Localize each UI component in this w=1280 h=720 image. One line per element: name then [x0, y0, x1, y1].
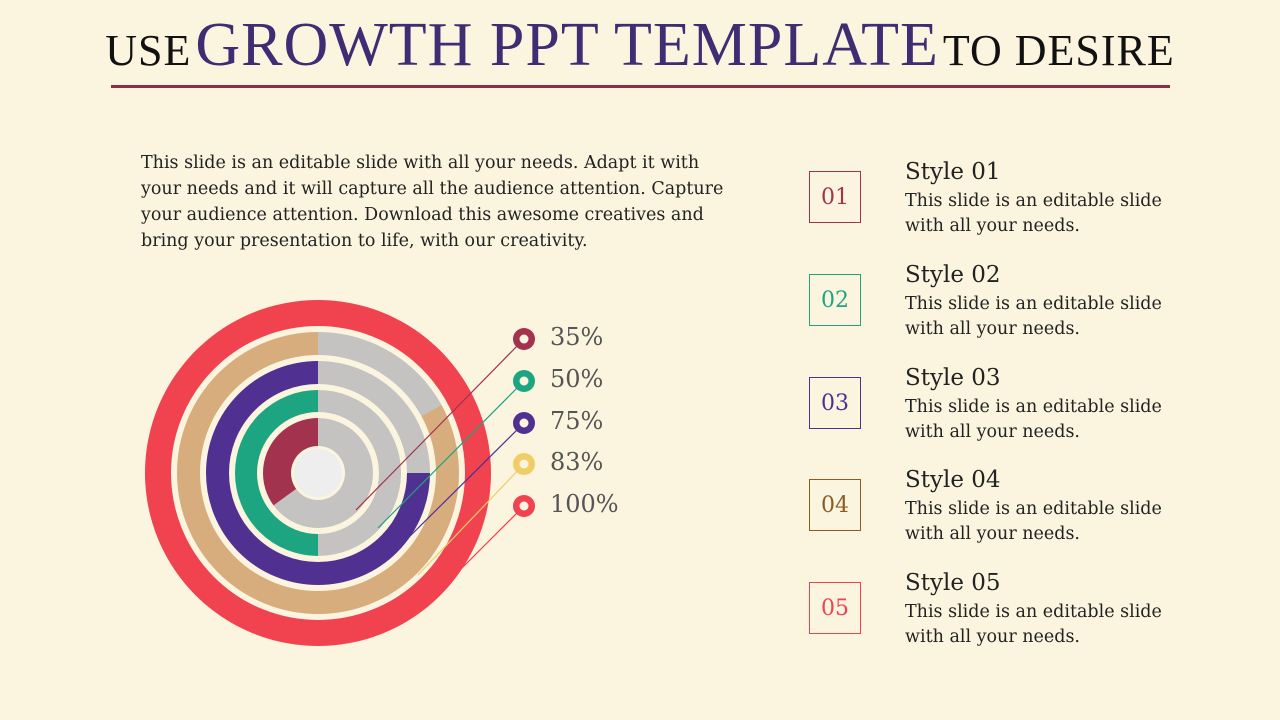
- style-title: Style 05: [905, 570, 1001, 596]
- style-number-badge: 03: [809, 377, 861, 429]
- style-item: 04 Style 04 This slide is an editable slid…: [808, 467, 1228, 575]
- style-title: Style 04: [905, 467, 1001, 493]
- style-title: Style 02: [905, 262, 1001, 288]
- title-highlight: GROWTH PPT TEMPLATE: [195, 11, 939, 79]
- ring-gap: [229, 384, 407, 562]
- percent-label: 83%: [550, 448, 604, 476]
- leader-line: [377, 380, 525, 529]
- style-number-badge: 04: [809, 479, 861, 531]
- style-title: Style 03: [905, 365, 1001, 391]
- leader-line: [397, 422, 525, 549]
- legend-marker-center: [519, 459, 529, 469]
- legend-marker-center: [519, 334, 529, 344]
- leader-line: [439, 505, 525, 591]
- percent-label: 50%: [550, 365, 604, 393]
- style-description: This slide is an editable slide with all…: [905, 602, 1162, 647]
- percent-label: 35%: [550, 323, 604, 351]
- style-description: This slide is an editable slide with all…: [905, 499, 1162, 544]
- style-title: Style 01: [905, 159, 1001, 185]
- style-number-badge: 02: [809, 274, 861, 326]
- ring-gap: [257, 412, 379, 534]
- leader-line: [417, 463, 525, 576]
- legend-marker-center: [519, 418, 529, 428]
- style-item: 03 Style 03 This slide is an editable slid…: [808, 365, 1228, 473]
- style-item: 05 Style 05 This slide is an editable slid…: [808, 570, 1228, 678]
- ring-arc: [232, 387, 318, 559]
- title-prefix: USE: [105, 26, 192, 75]
- leader-line: [355, 338, 525, 511]
- center-disc: [294, 449, 342, 497]
- style-number-badge: 01: [809, 171, 861, 223]
- style-description: This slide is an editable slide with all…: [905, 191, 1162, 236]
- style-description: This slide is an editable slide with all…: [905, 397, 1162, 442]
- percent-label: 75%: [550, 407, 604, 435]
- intro-text: This slide is an editable slide with all…: [141, 153, 724, 251]
- slide-title: USE GROWTH PPT TEMPLATE TO DESIRE: [0, 10, 1280, 81]
- title-divider: [111, 85, 1170, 88]
- ring-gap: [171, 326, 465, 620]
- style-item: 01 Style 01 This slide is an editable slid…: [808, 159, 1228, 267]
- style-description: This slide is an editable slide with all…: [905, 294, 1162, 339]
- legend-marker-center: [519, 501, 529, 511]
- title-suffix: TO DESIRE: [942, 26, 1175, 75]
- style-number-badge: 05: [809, 582, 861, 634]
- percent-label: 100%: [550, 490, 619, 518]
- style-item: 02 Style 02 This slide is an editable slid…: [808, 262, 1228, 370]
- legend-marker-center: [519, 376, 529, 386]
